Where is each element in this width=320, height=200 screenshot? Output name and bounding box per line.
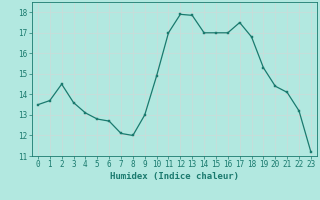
X-axis label: Humidex (Indice chaleur): Humidex (Indice chaleur) xyxy=(110,172,239,181)
